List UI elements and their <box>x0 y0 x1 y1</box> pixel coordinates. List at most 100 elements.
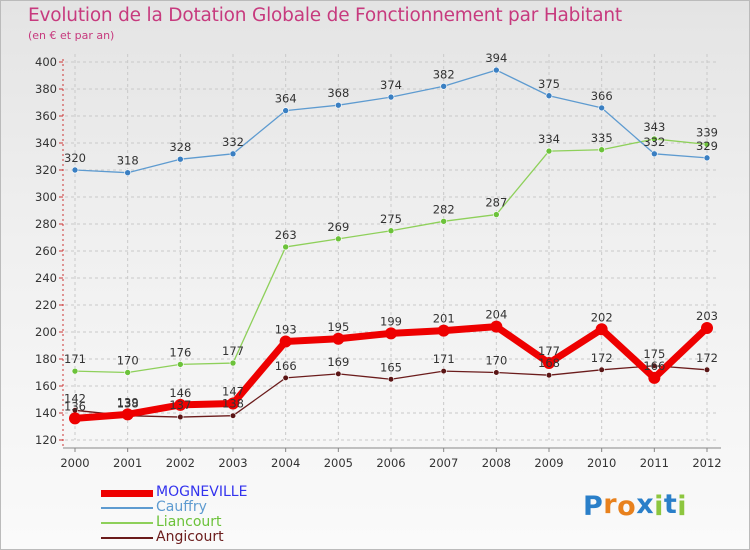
legend-swatch <box>101 507 153 509</box>
data-label-cauffry: 332 <box>643 135 665 149</box>
data-label-angicourt: 170 <box>485 354 507 368</box>
data-label-angicourt: 166 <box>275 359 297 373</box>
point-cauffry <box>493 66 500 74</box>
data-label-angicourt: 169 <box>327 355 349 369</box>
data-label-angicourt: 142 <box>64 391 86 405</box>
point-liancourt <box>493 211 500 218</box>
data-label-mogneville: 195 <box>327 320 349 334</box>
point-angicourt <box>229 412 237 419</box>
data-label-cauffry: 368 <box>327 86 349 100</box>
y-tick-label: 360 <box>35 109 57 123</box>
point-angicourt <box>387 376 395 383</box>
point-liancourt <box>598 146 605 154</box>
grid-lines <box>65 54 717 441</box>
point-mogneville <box>174 398 187 411</box>
data-label-mogneville: 166 <box>643 359 665 373</box>
x-tick-label: 2009 <box>534 456 563 470</box>
chart-subtitle: (en € et par an) <box>28 29 115 42</box>
data-label-mogneville: 147 <box>222 385 244 399</box>
y-tick-label: 220 <box>35 298 57 312</box>
point-angicourt <box>335 370 342 377</box>
data-label-angicourt: 138 <box>222 397 244 411</box>
data-label-liancourt: 275 <box>380 212 402 226</box>
y-tick-label: 280 <box>35 217 57 231</box>
logo-letter: i <box>654 491 664 522</box>
data-label-cauffry: 374 <box>380 78 402 92</box>
point-mogneville <box>121 408 134 421</box>
data-label-angicourt: 172 <box>591 351 613 365</box>
data-label-cauffry: 329 <box>696 139 718 153</box>
logo-letter: o <box>617 491 637 522</box>
y-tick-label: 300 <box>35 190 57 204</box>
data-label-liancourt: 263 <box>275 228 297 242</box>
point-mogneville <box>490 320 503 333</box>
x-tick-label: 2005 <box>324 456 353 470</box>
series-lines <box>69 66 713 425</box>
data-label-liancourt: 335 <box>591 131 613 145</box>
chart-title: Evolution de la Dotation Globale de Fonc… <box>28 5 622 26</box>
data-label-mogneville: 201 <box>433 312 455 326</box>
data-label-mogneville: 136 <box>64 399 86 413</box>
point-cauffry <box>651 150 658 158</box>
legend-swatch <box>101 537 153 539</box>
proxiti-logo: Proxiti <box>583 489 687 522</box>
data-label-cauffry: 320 <box>64 151 86 165</box>
point-cauffry <box>282 107 289 114</box>
data-label-liancourt: 170 <box>117 354 139 368</box>
point-cauffry <box>598 104 605 112</box>
x-tick-label: 2006 <box>376 456 405 470</box>
data-label-angicourt: 175 <box>643 347 665 361</box>
logo-letter: x <box>636 489 655 520</box>
data-label-angicourt: 168 <box>538 356 560 370</box>
data-label-cauffry: 318 <box>117 154 139 168</box>
point-liancourt <box>229 359 237 367</box>
x-tick-label: 2011 <box>640 456 669 470</box>
x-tick-label: 2004 <box>271 456 300 470</box>
point-angicourt <box>440 368 447 375</box>
y-tick-label: 340 <box>35 136 57 150</box>
point-mogneville <box>385 327 397 340</box>
data-label-cauffry: 382 <box>433 67 455 81</box>
data-label-liancourt: 343 <box>643 120 665 134</box>
point-cauffry <box>440 83 447 90</box>
point-liancourt <box>387 227 395 235</box>
data-label-cauffry: 366 <box>591 89 613 103</box>
data-label-cauffry: 394 <box>485 51 507 65</box>
point-angicourt <box>177 413 184 421</box>
logo-letter: r <box>603 489 618 520</box>
point-cauffry <box>387 93 395 101</box>
data-label-liancourt: 334 <box>538 132 560 146</box>
data-label-mogneville: 199 <box>380 314 402 328</box>
data-label-liancourt: 176 <box>169 345 191 359</box>
data-label-liancourt: 171 <box>64 352 86 366</box>
point-mogneville <box>648 371 661 384</box>
point-angicourt <box>651 362 658 369</box>
data-label-angicourt: 165 <box>380 360 402 374</box>
axes: 120 140 160 180 200 220 240 260 280 300 320 340 360 3… <box>35 55 722 470</box>
data-label-angicourt: 171 <box>433 352 455 366</box>
y-tick-label: 200 <box>35 325 57 339</box>
data-label-cauffry: 375 <box>538 77 560 91</box>
data-label-cauffry: 332 <box>222 135 244 149</box>
x-tick-label: 2008 <box>482 456 511 470</box>
y-tick-label: 400 <box>35 55 57 69</box>
point-mogneville <box>595 323 608 336</box>
data-label-liancourt: 339 <box>696 125 718 139</box>
point-angicourt <box>703 366 711 373</box>
point-liancourt <box>703 141 711 148</box>
y-tick-label: 180 <box>35 352 57 366</box>
legend-label: MOGNEVILLE <box>156 484 248 500</box>
point-mogneville <box>332 332 345 345</box>
point-liancourt <box>335 235 342 243</box>
point-angicourt <box>545 372 553 379</box>
data-label-liancourt: 177 <box>222 344 244 358</box>
data-label-mogneville: 202 <box>591 310 613 324</box>
y-tick-label: 160 <box>35 379 57 393</box>
point-liancourt <box>71 367 79 375</box>
point-cauffry <box>177 155 184 163</box>
y-tick-label: 320 <box>35 163 57 177</box>
data-label-liancourt: 269 <box>327 220 349 234</box>
point-mogneville <box>437 324 450 337</box>
legend-label: Angicourt <box>156 529 224 545</box>
